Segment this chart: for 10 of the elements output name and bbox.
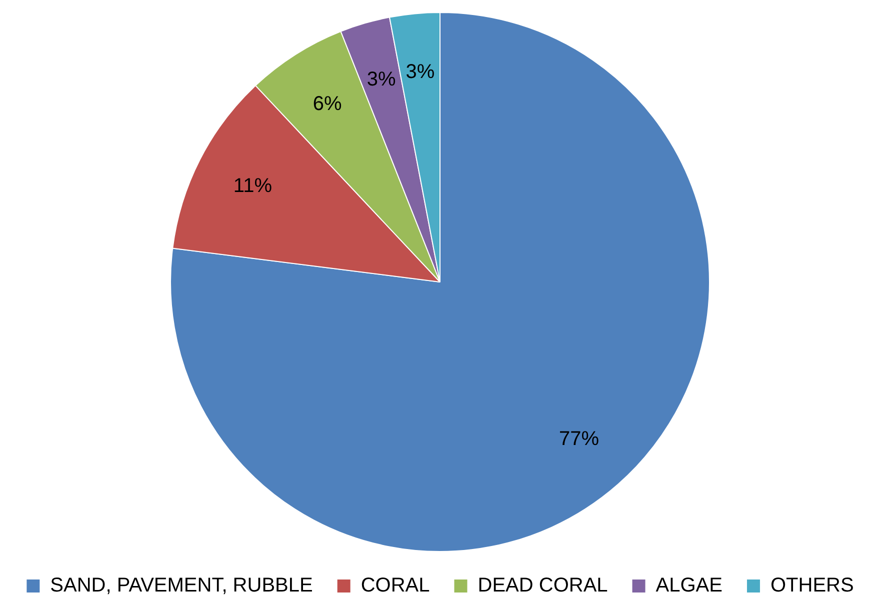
data-label: 11% bbox=[233, 175, 272, 198]
data-label: 6% bbox=[312, 93, 342, 116]
legend-label: SAND, PAVEMENT, RUBBLE bbox=[50, 574, 313, 597]
data-label: 3% bbox=[406, 61, 435, 84]
data-label: 77% bbox=[559, 428, 600, 450]
legend-label: OTHERS bbox=[770, 574, 854, 597]
legend-label: ALGAE bbox=[656, 574, 722, 597]
legend-label: DEAD CORAL bbox=[478, 574, 608, 597]
legend-label: CORAL bbox=[360, 574, 430, 597]
data-label: 3% bbox=[366, 68, 396, 91]
